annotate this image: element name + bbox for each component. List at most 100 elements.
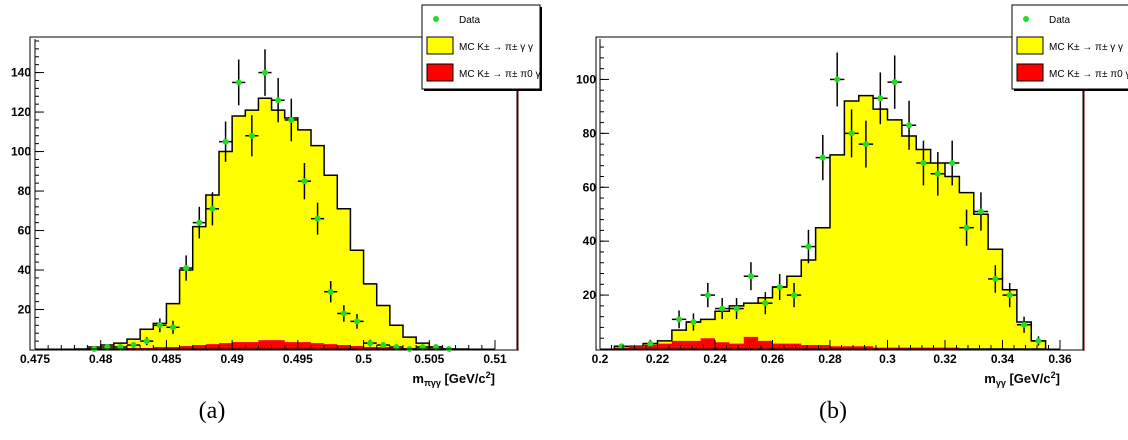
data-point bbox=[245, 115, 259, 157]
y-tick-label: 120 bbox=[11, 105, 31, 119]
x-axis-label-part: πγγ bbox=[424, 378, 441, 388]
data-point-marker bbox=[834, 76, 841, 83]
x-axis-label-part: [GeV/c bbox=[441, 371, 486, 386]
data-point-marker bbox=[196, 219, 203, 226]
panel-caption: (b) bbox=[819, 398, 847, 424]
mc-background-histogram bbox=[74, 340, 469, 349]
data-point bbox=[671, 310, 687, 329]
y-tick-label: 40 bbox=[583, 234, 597, 248]
x-axis-label-part: ] bbox=[491, 371, 495, 386]
legend-marker-data bbox=[1023, 16, 1029, 22]
data-point bbox=[376, 342, 390, 349]
data-point-marker bbox=[130, 342, 137, 349]
x-axis-label: mπγγ [GeV/c2] bbox=[412, 370, 495, 388]
panel-a: 0.475 0.48 0.485 0.49 0.495 0.5 0.505 0.51 20 40 6… bbox=[11, 4, 542, 388]
x-axis-label-part: m bbox=[984, 371, 996, 386]
data-point-marker bbox=[848, 130, 855, 137]
x-tick-label: 0.3 bbox=[879, 352, 896, 366]
data-point bbox=[945, 140, 960, 186]
panel-caption: (a) bbox=[199, 398, 226, 424]
data-point bbox=[205, 192, 219, 226]
data-point-marker bbox=[327, 288, 334, 295]
x-tick-label: 0.49 bbox=[220, 352, 244, 366]
data-point-marker bbox=[183, 265, 190, 272]
x-tick-label: 0.36 bbox=[1048, 352, 1072, 366]
data-point bbox=[815, 134, 830, 181]
legend-marker-data bbox=[433, 16, 439, 22]
x-axis-label-part: m bbox=[412, 371, 424, 386]
x-tick-label: 0.5 bbox=[355, 352, 372, 366]
data-point-marker bbox=[934, 170, 941, 177]
x-axis-label-part: γγ bbox=[996, 378, 1006, 388]
panel-b: 0.2 0.22 0.24 0.26 0.28 0.3 0.32 0.34 0.36 20 40 60… bbox=[576, 4, 1128, 388]
data-point-marker bbox=[301, 178, 308, 185]
legend-swatch bbox=[426, 36, 454, 55]
y-tick-label: 80 bbox=[18, 184, 32, 198]
data-point bbox=[729, 298, 744, 320]
data-point-marker bbox=[676, 316, 683, 323]
y-tick-label: 60 bbox=[583, 180, 597, 194]
x-tick-label: 0.485 bbox=[151, 352, 181, 366]
data-point bbox=[758, 292, 773, 315]
data-point-marker bbox=[647, 340, 654, 347]
data-point-marker bbox=[262, 69, 268, 76]
x-tick-label: 0.34 bbox=[991, 352, 1015, 366]
data-point bbox=[643, 339, 658, 348]
data-point-marker bbox=[235, 79, 242, 86]
data-point-marker bbox=[380, 342, 387, 349]
data-point-marker bbox=[690, 319, 697, 326]
data-point bbox=[311, 202, 325, 235]
data-point bbox=[772, 274, 787, 300]
data-point-marker bbox=[288, 116, 295, 123]
data-point bbox=[901, 100, 917, 150]
data-point-marker bbox=[1035, 337, 1042, 344]
data-point bbox=[873, 72, 888, 125]
legend-label: Data bbox=[459, 15, 481, 26]
data-point bbox=[179, 255, 193, 281]
y-tick-label: 20 bbox=[583, 288, 597, 302]
x-axis-label-part: 2 bbox=[1051, 370, 1056, 380]
x-axis-label-part: ] bbox=[1056, 371, 1060, 386]
legend: Data MC K± → π± γ γ MC K± → π± π0 γ bbox=[421, 4, 542, 91]
data-point-marker bbox=[906, 122, 913, 129]
data-point bbox=[192, 206, 206, 239]
data-point bbox=[988, 265, 1003, 293]
data-point bbox=[232, 59, 246, 106]
data-point-marker bbox=[209, 205, 216, 212]
data-point-marker bbox=[314, 215, 321, 222]
data-point bbox=[686, 313, 701, 331]
y-tick-label: 60 bbox=[18, 224, 32, 238]
x-tick-label: 0.22 bbox=[646, 352, 670, 366]
legend-label: MC K± → π± π0 γ bbox=[459, 69, 540, 80]
data-point bbox=[887, 55, 902, 109]
data-point bbox=[1016, 316, 1032, 333]
legend-label: MC K± → π± γ γ bbox=[1049, 42, 1123, 53]
data-point bbox=[284, 98, 298, 142]
x-tick-label: 0.32 bbox=[933, 352, 957, 366]
y-tick-label: 140 bbox=[11, 66, 31, 80]
legend-swatch bbox=[1016, 63, 1044, 82]
data-point-marker bbox=[143, 338, 150, 345]
data-point-marker bbox=[891, 79, 898, 86]
data-point-marker bbox=[747, 273, 754, 280]
data-point bbox=[715, 298, 730, 320]
data-point-marker bbox=[920, 160, 927, 166]
data-point-marker bbox=[791, 292, 798, 299]
data-point bbox=[363, 339, 377, 347]
x-tick-label: 0.495 bbox=[283, 352, 313, 366]
data-point bbox=[166, 320, 180, 334]
data-point-marker bbox=[1021, 321, 1028, 328]
data-point-marker bbox=[340, 310, 347, 317]
data-point-marker bbox=[733, 305, 740, 312]
data-point bbox=[324, 281, 338, 303]
x-tick-label: 0.26 bbox=[761, 352, 785, 366]
data-point bbox=[844, 109, 859, 158]
data-point bbox=[959, 209, 974, 246]
data-point bbox=[1031, 336, 1046, 346]
data-point bbox=[830, 52, 845, 107]
legend-label: MC K± → π± π0 γ bbox=[1049, 69, 1128, 80]
x-tick-label: 0.24 bbox=[703, 352, 727, 366]
x-tick-label: 0.48 bbox=[89, 352, 113, 366]
data-point-marker bbox=[819, 154, 826, 161]
